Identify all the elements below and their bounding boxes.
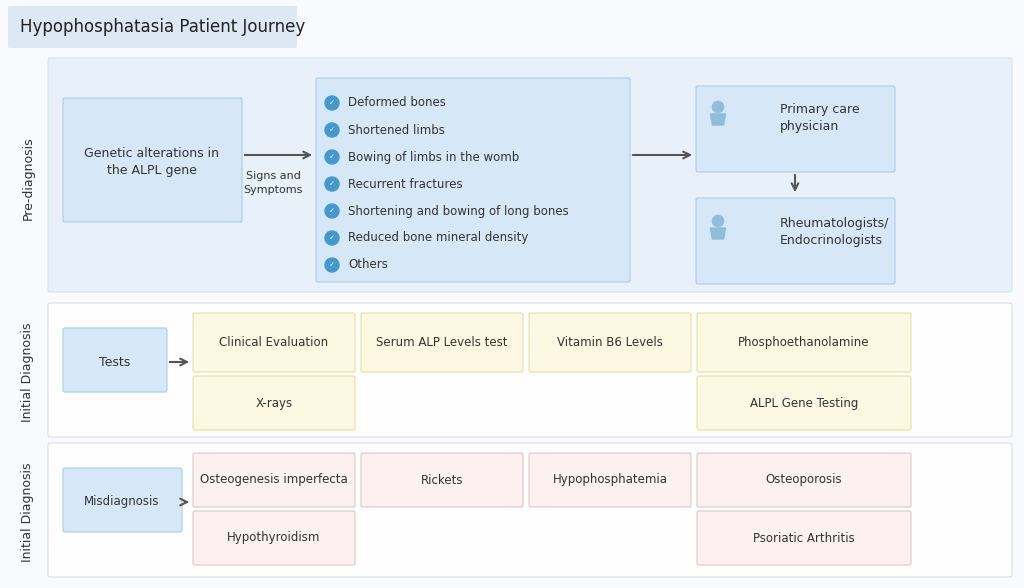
Text: ✓: ✓ — [329, 154, 335, 160]
Text: Initial Diagnosis: Initial Diagnosis — [22, 322, 35, 422]
FancyBboxPatch shape — [316, 78, 630, 282]
Text: Shortening and bowing of long bones: Shortening and bowing of long bones — [348, 205, 568, 218]
Text: Tests: Tests — [99, 356, 131, 369]
FancyBboxPatch shape — [696, 198, 895, 284]
Text: ✓: ✓ — [329, 181, 335, 187]
Text: Osteogenesis imperfecta: Osteogenesis imperfecta — [200, 473, 348, 486]
Text: ✓: ✓ — [329, 235, 335, 241]
Text: Bowing of limbs in the womb: Bowing of limbs in the womb — [348, 151, 519, 163]
Text: Rickets: Rickets — [421, 473, 463, 486]
FancyBboxPatch shape — [193, 511, 355, 565]
FancyBboxPatch shape — [63, 98, 242, 222]
Text: Deformed bones: Deformed bones — [348, 96, 445, 109]
Circle shape — [713, 215, 724, 226]
Text: Signs and
Symptoms: Signs and Symptoms — [244, 171, 303, 195]
FancyBboxPatch shape — [361, 313, 523, 372]
Polygon shape — [711, 228, 726, 239]
Text: Primary care
physician: Primary care physician — [780, 103, 859, 133]
FancyBboxPatch shape — [48, 303, 1012, 437]
Text: Pre-diagnosis: Pre-diagnosis — [22, 136, 35, 220]
Polygon shape — [711, 114, 726, 125]
Text: Hypothyroidism: Hypothyroidism — [227, 532, 321, 544]
Text: ALPL Gene Testing: ALPL Gene Testing — [750, 396, 858, 409]
Circle shape — [325, 258, 339, 272]
Text: Genetic alterations in
the ALPL gene: Genetic alterations in the ALPL gene — [85, 147, 219, 177]
FancyBboxPatch shape — [193, 453, 355, 507]
Circle shape — [713, 101, 724, 112]
FancyBboxPatch shape — [48, 58, 1012, 292]
FancyBboxPatch shape — [8, 6, 297, 48]
Circle shape — [325, 150, 339, 164]
FancyBboxPatch shape — [697, 313, 911, 372]
FancyBboxPatch shape — [193, 376, 355, 430]
Text: ✓: ✓ — [329, 262, 335, 268]
Text: Phosphoethanolamine: Phosphoethanolamine — [738, 336, 869, 349]
Text: ✓: ✓ — [329, 100, 335, 106]
Text: Hypophosphatasia Patient Journey: Hypophosphatasia Patient Journey — [20, 18, 305, 36]
Text: Rheumatologists/
Endocrinologists: Rheumatologists/ Endocrinologists — [780, 217, 890, 247]
Text: ✓: ✓ — [329, 208, 335, 214]
Circle shape — [325, 231, 339, 245]
Circle shape — [325, 96, 339, 110]
FancyBboxPatch shape — [697, 511, 911, 565]
Text: Osteoporosis: Osteoporosis — [766, 473, 843, 486]
FancyBboxPatch shape — [697, 453, 911, 507]
Text: Initial Diagnosis: Initial Diagnosis — [22, 462, 35, 562]
Text: Clinical Evaluation: Clinical Evaluation — [219, 336, 329, 349]
FancyBboxPatch shape — [63, 468, 182, 532]
Text: Vitamin B6 Levels: Vitamin B6 Levels — [557, 336, 663, 349]
Text: Others: Others — [348, 259, 388, 272]
Text: X-rays: X-rays — [255, 396, 293, 409]
Text: Shortened limbs: Shortened limbs — [348, 123, 444, 136]
Circle shape — [325, 204, 339, 218]
Text: Misdiagnosis: Misdiagnosis — [84, 496, 160, 509]
Text: Hypophosphatemia: Hypophosphatemia — [553, 473, 668, 486]
FancyBboxPatch shape — [361, 453, 523, 507]
FancyBboxPatch shape — [63, 328, 167, 392]
Circle shape — [325, 123, 339, 137]
Text: ✓: ✓ — [329, 127, 335, 133]
Text: Psoriatic Arthritis: Psoriatic Arthritis — [753, 532, 855, 544]
FancyBboxPatch shape — [696, 86, 895, 172]
FancyBboxPatch shape — [697, 376, 911, 430]
FancyBboxPatch shape — [529, 453, 691, 507]
FancyBboxPatch shape — [48, 443, 1012, 577]
FancyBboxPatch shape — [193, 313, 355, 372]
Circle shape — [325, 177, 339, 191]
FancyBboxPatch shape — [529, 313, 691, 372]
Text: Recurrent fractures: Recurrent fractures — [348, 178, 463, 191]
Text: Serum ALP Levels test: Serum ALP Levels test — [376, 336, 508, 349]
Text: Reduced bone mineral density: Reduced bone mineral density — [348, 232, 528, 245]
